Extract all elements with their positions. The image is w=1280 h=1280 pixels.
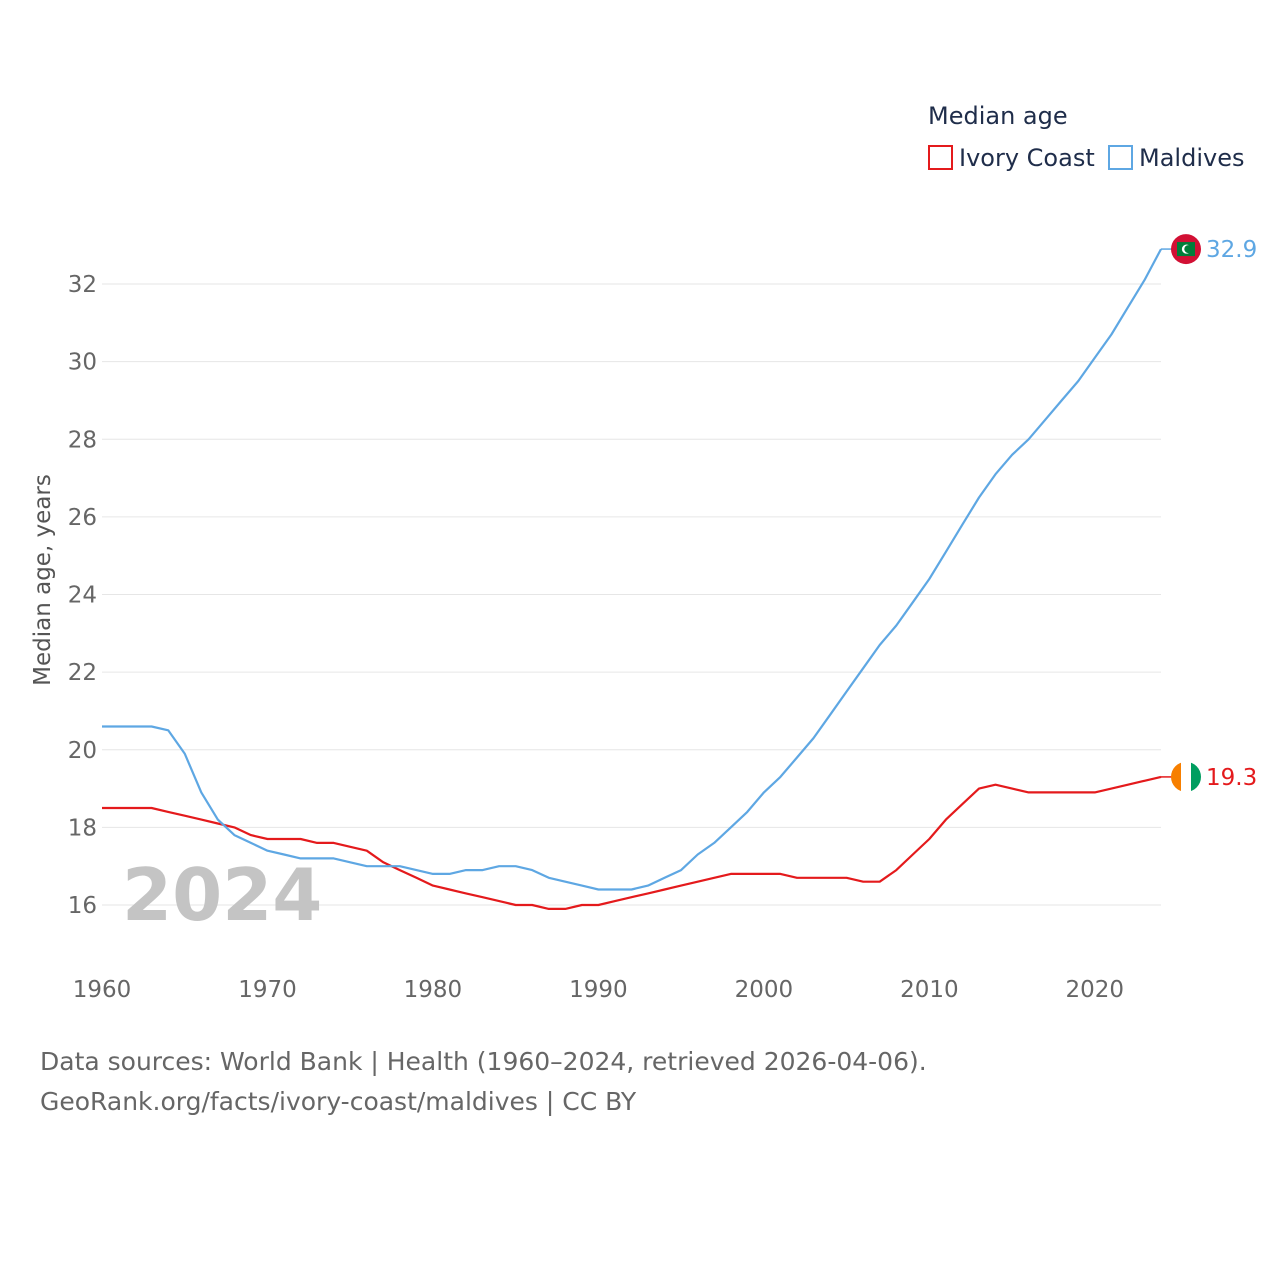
legend-item-ivory-coast[interactable]: Ivory Coast <box>928 144 1095 172</box>
x-axis-ticks: 1960 1970 1980 1990 2000 2010 2020 <box>73 977 1124 1003</box>
x-tick-label-2000: 2000 <box>735 977 794 1003</box>
end-markers: 19.3 32.9 <box>1161 234 1257 792</box>
maldives-flag <box>1171 234 1201 265</box>
y-tick-label-28: 28 <box>68 427 97 453</box>
legend-label-ivory-coast: Ivory Coast <box>959 144 1095 172</box>
source-link[interactable]: GeoRank.org/facts/ivory-coast/maldives |… <box>40 1087 637 1116</box>
end-marker-maldives: 32.9 <box>1161 234 1257 265</box>
y-tick-label-24: 24 <box>68 583 97 609</box>
y-tick-label-32: 32 <box>68 272 97 298</box>
y-tick-label-18: 18 <box>68 815 97 841</box>
current-year-watermark: 2024 <box>122 853 322 937</box>
legend-swatch-ivory-coast <box>928 145 953 170</box>
series-line-maldives <box>102 248 1162 891</box>
x-tick-label-1960: 1960 <box>73 977 132 1003</box>
x-tick-label-1970: 1970 <box>238 977 297 1003</box>
data-sources-note: Data sources: World Bank | Health (1960–… <box>40 1047 927 1076</box>
legend-item-maldives[interactable]: Maldives <box>1108 144 1244 172</box>
end-marker-ivory-coast: 19.3 <box>1161 761 1257 792</box>
x-tick-label-2020: 2020 <box>1066 977 1125 1003</box>
grid-lines <box>102 283 1161 906</box>
y-tick-label-20: 20 <box>68 738 97 764</box>
legend-swatch-maldives <box>1108 145 1133 170</box>
legend[interactable]: Median age Ivory Coast Maldives <box>928 102 1244 172</box>
footer: Data sources: World Bank | Health (1960–… <box>40 1042 927 1122</box>
end-value-label-maldives: 32.9 <box>1206 237 1257 263</box>
legend-label-maldives: Maldives <box>1139 144 1244 172</box>
x-tick-label-1990: 1990 <box>569 977 628 1003</box>
end-value-label-ivory-coast: 19.3 <box>1206 765 1257 791</box>
median-age-chart: 16 18 20 22 24 26 28 30 32 1960 1970 1980 1990 2000 2… <box>30 102 1257 1003</box>
y-axis-title: Median age, years <box>30 474 56 686</box>
series-line-ivory-coast <box>102 775 1162 910</box>
y-tick-label-30: 30 <box>68 350 97 376</box>
ivory-coast-flag <box>1171 761 1201 792</box>
y-tick-label-16: 16 <box>68 893 97 919</box>
x-tick-label-1980: 1980 <box>404 977 463 1003</box>
series-lines <box>102 248 1162 910</box>
y-tick-label-26: 26 <box>68 505 97 531</box>
y-tick-label-22: 22 <box>68 660 97 686</box>
x-tick-label-2010: 2010 <box>900 977 959 1003</box>
y-axis-ticks: 16 18 20 22 24 26 28 30 32 <box>68 272 97 919</box>
legend-title: Median age <box>928 102 1068 130</box>
